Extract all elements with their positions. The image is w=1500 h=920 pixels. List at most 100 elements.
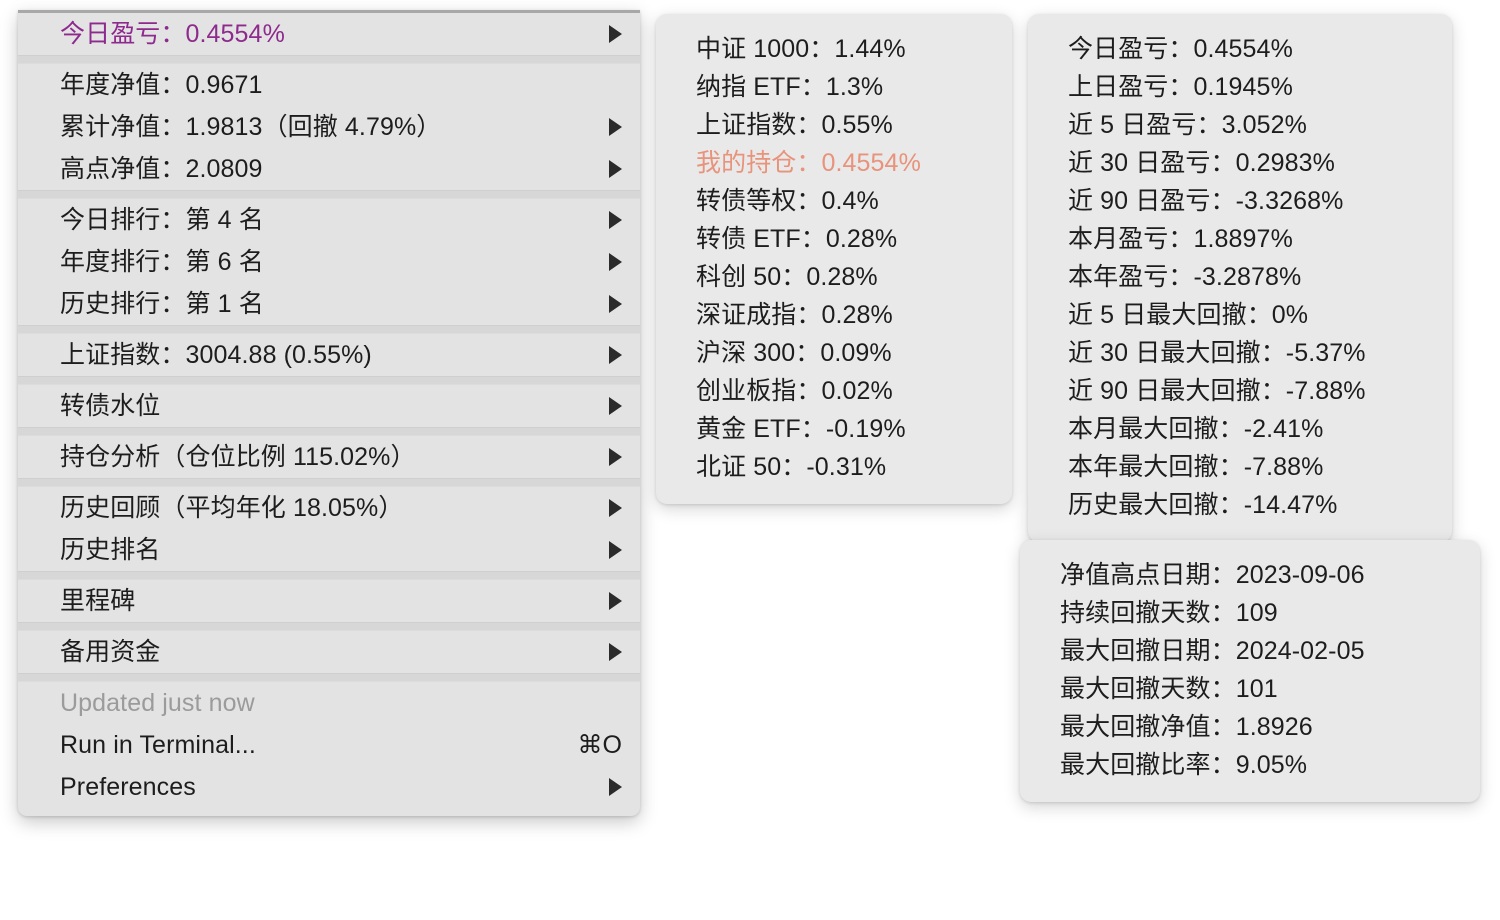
menu-item[interactable]: 里程碑 [18,580,640,622]
pnl-metric-row: 近 90 日盈亏：-3.3268% [1068,187,1344,215]
pnl-metric-row: 今日盈亏：0.4554% [1068,35,1293,63]
index-quote-row: 纳指 ETF：1.3% [696,73,884,101]
menu-item-label: Run in Terminal... [60,730,256,759]
menu-item[interactable]: 历史排行：第 1 名 [18,283,640,325]
chevron-right-icon [609,778,622,796]
drawdown-details-card: 净值高点日期：2023-09-06 持续回撤天数：109 最大回撤日期：2024-0… [1020,540,1480,802]
menu-item-label: 历史排名 [60,535,161,564]
index-quote-row: 沪深 300：0.09% [696,339,892,367]
pnl-metric-row: 本年盈亏：-3.2878% [1068,263,1302,291]
menu-group: 备用资金 [18,631,640,673]
menu-item-label: 累计净值：1.9813（回撤 4.79%） [60,112,442,141]
menu-item[interactable]: 今日盈亏：0.4554% [18,13,640,55]
menu-item-label: 转债水位 [60,391,161,420]
menu-group: 里程碑 [18,580,640,622]
drawdown-metric-row: 最大回撤日期：2024-02-05 [1060,637,1365,665]
index-quote-row: 深证成指：0.28% [696,301,893,329]
menu-item-label: 年度排行：第 6 名 [60,247,264,276]
index-quote-row: 创业板指：0.02% [696,377,893,405]
menu-item[interactable]: 持仓分析（仓位比例 115.02%） [18,436,640,478]
pnl-metric-row: 近 30 日盈亏：0.2983% [1068,149,1335,177]
status-bar-menu-dropdown: 今日盈亏：0.4554% 年度净值：0.9671 累计净值：1.9813（回撤 4.… [18,10,640,816]
chevron-right-icon [609,25,622,43]
chevron-right-icon [609,160,622,178]
index-quote-row: 转债 ETF：0.28% [696,225,898,253]
menu-item[interactable]: 年度净值：0.9671 [18,64,640,106]
menu-item-label: 上证指数：3004.88 (0.55%) [60,340,372,369]
drawdown-metric-row: 最大回撤比率：9.05% [1060,751,1308,779]
menu-item-label: 里程碑 [60,586,136,615]
menu-separator [18,478,640,487]
index-quote-row: 上证指数：0.55% [696,111,893,139]
menu-item[interactable]: 今日排行：第 4 名 [18,199,640,241]
chevron-right-icon [609,592,622,610]
menu-item[interactable]: Preferences [18,766,640,808]
menu-group: 今日盈亏：0.4554% [18,13,640,55]
chevron-right-icon [609,295,622,313]
menu-group: 今日排行：第 4 名年度排行：第 6 名历史排行：第 1 名 [18,199,640,325]
menu-group: 转债水位 [18,385,640,427]
index-quote-row: 我的持仓：0.4554% [696,149,921,177]
pnl-metric-row: 本月盈亏：1.8897% [1068,225,1293,253]
menu-item[interactable]: 历史回顾（平均年化 18.05%） [18,487,640,529]
pnl-metric-row: 近 30 日最大回撤：-5.37% [1068,339,1366,367]
menu-item-label: 历史回顾（平均年化 18.05%） [60,493,404,522]
keyboard-shortcut-label: ⌘O [577,731,622,759]
menu-item-label: 今日盈亏：0.4554% [60,19,285,48]
chevron-right-icon [609,541,622,559]
menu-separator [18,427,640,436]
menu-item-label: Updated just now [60,688,255,717]
menu-item[interactable]: 转债水位 [18,385,640,427]
menu-group: 年度净值：0.9671 累计净值：1.9813（回撤 4.79%） 高点净值：2.0… [18,64,640,190]
menu-item-label: 年度净值：0.9671 [60,70,263,99]
menu-separator [18,190,640,199]
menu-item[interactable]: 备用资金 [18,631,640,673]
profit-loss-summary-card: 今日盈亏：0.4554% 上日盈亏：0.1945% 近 5 日盈亏：3.052% 近 … [1028,14,1452,542]
menu-item[interactable]: Run in Terminal... ⌘O [18,724,640,766]
menu-separator [18,325,640,334]
menu-item-label: 持仓分析（仓位比例 115.02%） [60,442,416,471]
pnl-metric-row: 历史最大回撤：-14.47% [1068,491,1338,519]
drawdown-metric-row: 最大回撤天数：101 [1060,675,1278,703]
chevron-right-icon [609,253,622,271]
menu-separator [18,673,640,682]
pnl-metric-row: 上日盈亏：0.1945% [1068,73,1293,101]
index-quote-row: 黄金 ETF：-0.19% [696,415,906,443]
menu-separator [18,571,640,580]
drawdown-metric-row: 最大回撤净值：1.8926 [1060,713,1313,741]
index-quote-row: 科创 50：0.28% [696,263,878,291]
market-indices-card: 中证 1000：1.44% 纳指 ETF：1.3% 上证指数：0.55% 我的持仓：0… [656,14,1012,504]
menu-item-label: 今日排行：第 4 名 [60,205,264,234]
menu-item: Updated just now [18,682,640,724]
pnl-metric-row: 近 5 日盈亏：3.052% [1068,111,1307,139]
menu-item[interactable]: 年度排行：第 6 名 [18,241,640,283]
menu-item[interactable]: 累计净值：1.9813（回撤 4.79%） [18,106,640,148]
index-quote-row: 转债等权：0.4% [696,187,879,215]
chevron-right-icon [609,211,622,229]
menu-group: Updated just now Run in Terminal... ⌘O Pref… [18,682,640,808]
pnl-metric-row: 近 90 日最大回撤：-7.88% [1068,377,1366,405]
menu-item-label: 历史排行：第 1 名 [60,289,264,318]
menu-separator [18,55,640,64]
menu-item-label: 备用资金 [60,637,161,666]
pnl-metric-row: 近 5 日最大回撤：0% [1068,301,1309,329]
chevron-right-icon [609,499,622,517]
drawdown-metric-row: 持续回撤天数：109 [1060,599,1278,627]
menu-group: 持仓分析（仓位比例 115.02%） [18,436,640,478]
index-quote-row: 中证 1000：1.44% [696,35,906,63]
menu-item[interactable]: 上证指数：3004.88 (0.55%) [18,334,640,376]
chevron-right-icon [609,397,622,415]
menu-separator [18,622,640,631]
menu-item[interactable]: 高点净值：2.0809 [18,148,640,190]
chevron-right-icon [609,118,622,136]
menu-group: 历史回顾（平均年化 18.05%） 历史排名 [18,487,640,571]
index-quote-row: 北证 50：-0.31% [696,453,887,481]
pnl-metric-row: 本年最大回撤：-7.88% [1068,453,1324,481]
menu-separator [18,376,640,385]
chevron-right-icon [609,448,622,466]
pnl-metric-row: 本月最大回撤：-2.41% [1068,415,1324,443]
chevron-right-icon [609,643,622,661]
menu-item-label: Preferences [60,772,196,801]
menu-item[interactable]: 历史排名 [18,529,640,571]
